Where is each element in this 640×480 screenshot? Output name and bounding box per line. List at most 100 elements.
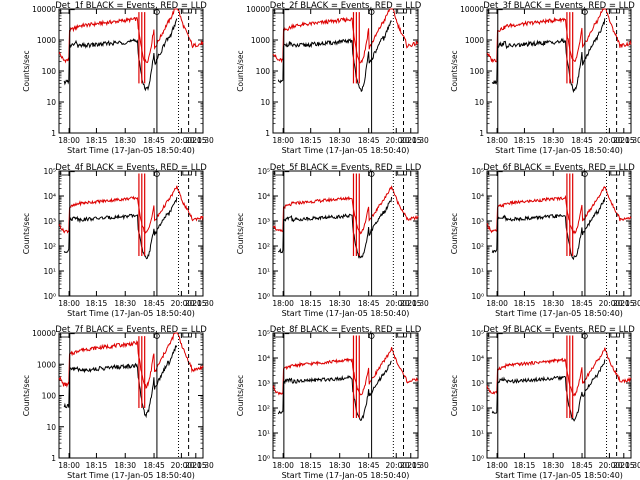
x-tick-label: 18:00: [58, 136, 80, 145]
x-tick-label: 20:30: [620, 461, 640, 470]
plot-frame: [58, 332, 204, 459]
chart-panel-6: Det_6f BLACK = Events, RED = LLD 10⁰ 10¹ 10…: [450, 163, 640, 318]
x-tick-label: 18:00: [58, 461, 80, 470]
y-axis-label: Counts/sec: [22, 50, 31, 91]
y-tick-label: 10⁴: [257, 354, 270, 363]
lld-series-line: [486, 8, 632, 64]
y-tick-label: 10²: [471, 404, 484, 413]
x-tick-label: 18:00: [272, 461, 294, 470]
plot-frame: [58, 8, 204, 134]
y-axis-label: Counts/sec: [236, 375, 245, 416]
x-tick-label: 18:30: [542, 299, 564, 308]
plot-frame: [272, 170, 419, 297]
y-tick-label: 10²: [257, 242, 270, 251]
x-axis-label: Start Time (17-Jan-05 18:50:40): [495, 146, 623, 155]
top-marker-box: [182, 170, 192, 176]
y-axis-label: Counts/sec: [22, 375, 31, 416]
y-tick-label: 100: [470, 67, 485, 76]
plot-frame: [272, 8, 419, 134]
x-tick-label: 18:45: [143, 461, 165, 470]
x-tick-label: 20:00: [385, 299, 407, 308]
chart-panel-4: Det_4f BLACK = Events, RED = LLD 10⁰ 10¹ 10…: [22, 163, 214, 318]
y-tick-label: 10³: [257, 217, 270, 226]
plot-frame: [486, 170, 632, 297]
y-tick-label: 1: [51, 454, 56, 463]
chart-title: Det_7f BLACK = Events, RED = LLD: [55, 325, 207, 335]
top-marker-box: [182, 8, 192, 14]
y-tick-label: 10: [474, 98, 484, 107]
y-tick-label: 10⁰: [471, 292, 484, 301]
top-marker-box: [274, 170, 284, 176]
lld-series-line: [58, 8, 204, 64]
y-tick-label: 10²: [471, 242, 484, 251]
x-tick-label: 18:00: [486, 136, 508, 145]
lld-series-line: [272, 8, 419, 64]
x-tick-label: 20:00: [599, 136, 621, 145]
x-tick-label: 20:15: [185, 136, 207, 145]
top-marker-box: [274, 332, 284, 338]
x-tick-label: 18:45: [143, 136, 165, 145]
chart-panel-3: Det_3f BLACK = Events, RED = LLD 1 10 100 10…: [450, 1, 640, 155]
x-tick-label: 20:15: [400, 299, 422, 308]
top-marker-box: [182, 332, 192, 338]
x-tick-label: 18:15: [86, 136, 108, 145]
y-tick-label: 10⁰: [471, 454, 484, 463]
x-axis-label: Start Time (17-Jan-05 18:50:40): [282, 471, 410, 480]
x-tick-label: 20:15: [185, 461, 207, 470]
top-marker-box: [397, 332, 407, 338]
x-tick-label: 18:30: [329, 461, 351, 470]
x-tick-label: 18:15: [300, 136, 322, 145]
x-tick-label: 20:15: [400, 461, 422, 470]
top-marker-circle: [154, 171, 160, 177]
x-tick-label: 18:30: [542, 461, 564, 470]
x-axis-label: Start Time (17-Jan-05 18:50:40): [282, 309, 410, 318]
x-tick-label: 18:45: [143, 299, 165, 308]
events-series-line: [63, 345, 178, 419]
y-tick-label: 10⁵: [257, 167, 270, 176]
y-tick-label: 10³: [471, 379, 484, 388]
y-tick-label: 10: [260, 98, 270, 107]
x-tick-label: 18:15: [300, 461, 322, 470]
y-tick-label: 10000: [32, 329, 56, 338]
top-marker-box: [60, 8, 70, 14]
lld-series-line: [58, 332, 204, 390]
y-tick-label: 10¹: [471, 429, 484, 438]
top-marker-circle: [154, 333, 160, 339]
plot-frame: [486, 332, 632, 459]
events-series-line: [277, 197, 393, 259]
top-marker-box: [488, 332, 498, 338]
x-tick-label: 20:00: [385, 461, 407, 470]
x-tick-label: 18:45: [571, 461, 593, 470]
x-tick-label: 18:15: [514, 461, 536, 470]
top-marker-box: [60, 332, 70, 338]
chart-panel-8: Det_8f BLACK = Events, RED = LLD 10⁰ 10¹ 10…: [236, 325, 429, 480]
y-tick-label: 10³: [43, 217, 56, 226]
x-tick-label: 20:15: [185, 299, 207, 308]
top-marker-box: [610, 332, 620, 338]
lld-series-line: [272, 185, 419, 235]
y-tick-label: 1: [51, 129, 56, 138]
y-tick-label: 10⁵: [257, 329, 270, 338]
y-tick-label: 10¹: [471, 267, 484, 276]
events-series-line: [63, 18, 178, 92]
x-tick-label: 20:15: [613, 136, 635, 145]
y-tick-label: 100: [256, 67, 271, 76]
y-tick-label: 10¹: [43, 267, 56, 276]
x-tick-label: 18:30: [329, 299, 351, 308]
plot-frame: [272, 332, 419, 459]
y-tick-label: 100: [42, 67, 57, 76]
top-marker-circle: [582, 171, 588, 177]
lld-series-line: [58, 185, 204, 234]
x-axis-label: Start Time (17-Jan-05 18:50:40): [282, 146, 410, 155]
y-tick-label: 10⁴: [471, 192, 484, 201]
y-axis-label: Counts/sec: [22, 213, 31, 254]
y-tick-label: 1000: [37, 36, 56, 45]
x-tick-label: 20:30: [192, 461, 214, 470]
top-marker-circle: [368, 333, 375, 339]
chart-title: Det_6f BLACK = Events, RED = LLD: [483, 163, 635, 173]
x-tick-label: 20:00: [599, 299, 621, 308]
x-axis-label: Start Time (17-Jan-05 18:50:40): [67, 146, 195, 155]
y-tick-label: 100: [42, 392, 57, 401]
y-tick-label: 10000: [32, 5, 56, 14]
x-tick-label: 20:15: [400, 136, 422, 145]
